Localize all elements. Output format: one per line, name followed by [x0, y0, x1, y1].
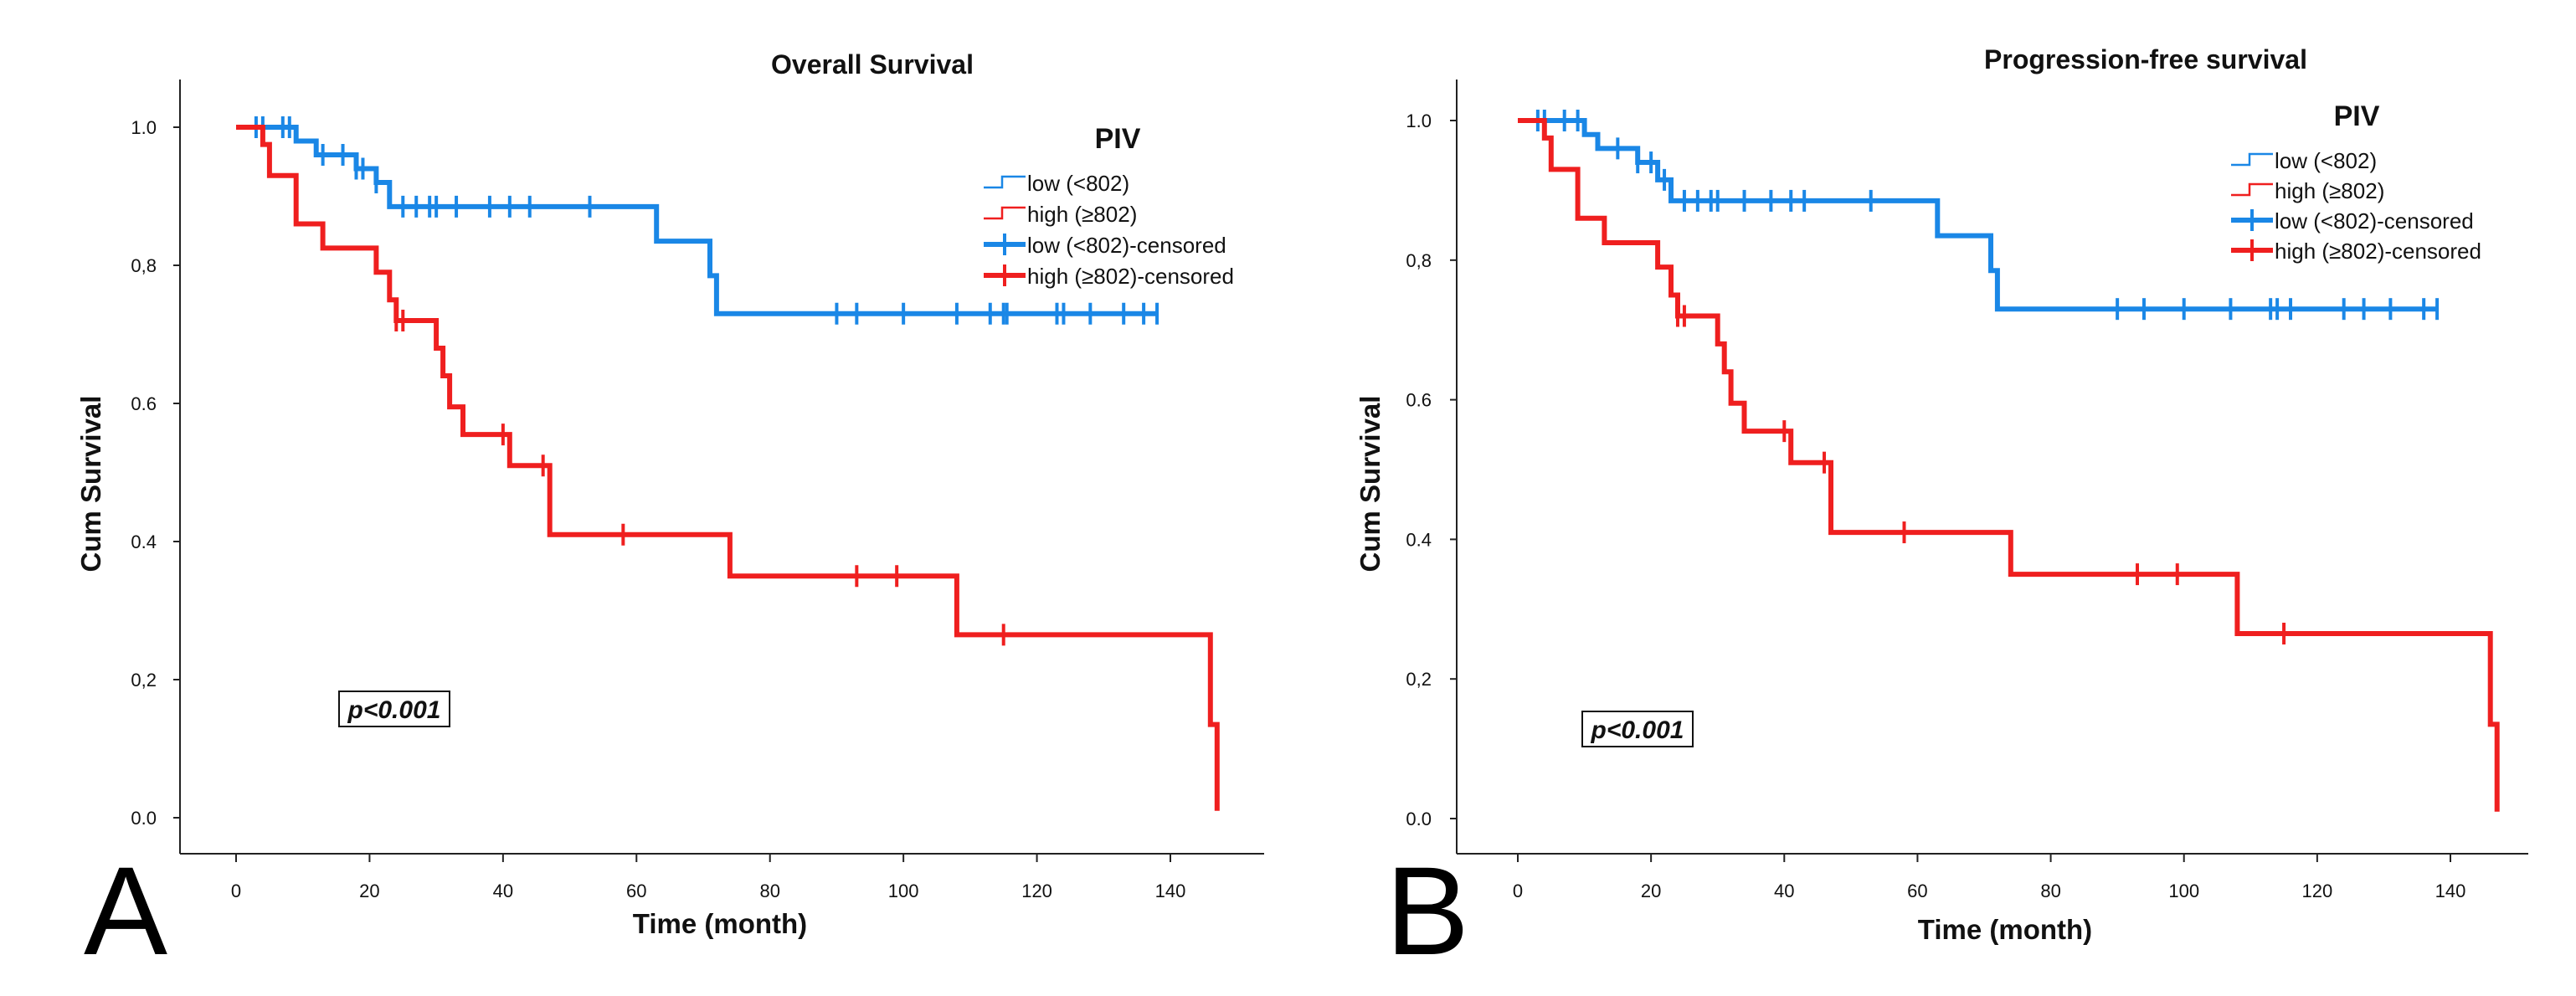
x-axis-label: Time (month) [633, 908, 807, 939]
legend-item: low (<802)-censored [984, 233, 1226, 258]
y-tick-label: 0.4 [1406, 529, 1432, 550]
x-tick-label: 100 [888, 880, 919, 901]
x-tick-label: 80 [759, 880, 779, 901]
y-tick-label: 0,2 [1406, 669, 1432, 690]
p-value-box [1581, 711, 1694, 747]
y-tick-label: 0.6 [1406, 390, 1432, 411]
x-tick-label: 140 [1155, 880, 1186, 901]
x-tick-label: 120 [1021, 880, 1052, 901]
y-tick-label: 0,8 [131, 255, 157, 276]
y-tick-label: 1.0 [131, 117, 157, 138]
survival-step-line [1518, 118, 2500, 812]
x-tick-label: 0 [1513, 880, 1523, 901]
legend-label: high (≥802)-censored [2275, 239, 2481, 264]
survival-step-line [236, 125, 1158, 316]
legend: PIV low (<802) high (≥802) low (<802)-censo… [984, 123, 1234, 289]
x-tick-label: 80 [2040, 880, 2060, 901]
y-tick-label: 1.0 [1406, 110, 1432, 131]
legend-item: high (≥802) [2231, 178, 2384, 203]
legend-title: PIV [2334, 100, 2380, 132]
legend-item: high (≥802) [984, 202, 1137, 227]
legend-label: high (≥802) [2275, 178, 2384, 203]
p-value-annotation: p<0.001 [1581, 711, 1694, 747]
x-tick-label: 60 [1907, 880, 1927, 901]
series-high [1518, 118, 2500, 812]
legend: PIV low (<802) high (≥802) low (<802)-censo… [2231, 100, 2481, 264]
series-low [1518, 110, 2440, 321]
x-tick-label: 20 [1641, 880, 1661, 901]
legend-label: low (<802)-censored [1027, 233, 1226, 258]
legend-swatch-line [984, 175, 1026, 189]
x-tick-label: 40 [493, 880, 513, 901]
legend-item: low (<802) [984, 171, 1129, 196]
x-tick-label: 100 [2168, 880, 2199, 901]
y-tick-label: 0.0 [131, 808, 157, 829]
legend-label: low (<802)-censored [2275, 208, 2474, 234]
legend-item: high (≥802)-censored [2231, 239, 2481, 264]
x-tick-label: 140 [2435, 880, 2466, 901]
legend-label: high (≥802)-censored [1027, 264, 1234, 289]
x-tick-label: 40 [1774, 880, 1794, 901]
chart-title: Progression-free survival [1984, 44, 2307, 74]
chart-panel-A: Overall Survival 0 20 40 60 80 100 120 140 0.0 0,2… [75, 49, 1264, 981]
y-tick-label: 0.6 [131, 393, 157, 414]
chart-title: Overall Survival [771, 49, 974, 80]
p-value-annotation: p<0.001 [338, 691, 450, 727]
x-tick-label: 20 [359, 880, 379, 901]
panel-letter: B [1386, 840, 1469, 981]
survival-step-line [236, 125, 1220, 811]
y-axis-label: Cum Survival [1355, 396, 1386, 572]
y-tick-label: 0.0 [1406, 809, 1432, 829]
p-value-text: p<0.001 [1591, 716, 1684, 744]
legend-label: high (≥802) [1027, 202, 1137, 227]
x-axis-label: Time (month) [1918, 914, 2092, 945]
y-axis-label: Cum Survival [75, 396, 106, 572]
legend-item: high (≥802)-censored [984, 264, 1234, 289]
panel-letter: A [84, 840, 167, 981]
series-low [236, 116, 1159, 325]
legend-swatch-line [984, 206, 1026, 220]
p-value-box [338, 691, 450, 727]
legend-swatch-line [2231, 182, 2273, 197]
chart-panel-B: Progression-free survival 0 20 40 60 80 100 120… [1355, 44, 2528, 981]
x-tick-label: 60 [626, 880, 646, 901]
p-value-text: p<0.001 [347, 696, 441, 724]
legend-title: PIV [1095, 123, 1141, 155]
x-tick-label: 0 [231, 880, 241, 901]
y-tick-label: 0,2 [131, 670, 157, 691]
legend-label: low (<802) [2275, 148, 2377, 173]
legend-label: low (<802) [1027, 171, 1129, 196]
x-tick-label: 120 [2301, 880, 2332, 901]
series-high [236, 125, 1220, 811]
y-tick-label: 0,8 [1406, 250, 1432, 271]
legend-item: low (<802) [2231, 148, 2377, 173]
legend-swatch-line [2231, 152, 2273, 167]
y-tick-label: 0.4 [131, 531, 157, 552]
legend-item: low (<802)-censored [2231, 208, 2474, 234]
